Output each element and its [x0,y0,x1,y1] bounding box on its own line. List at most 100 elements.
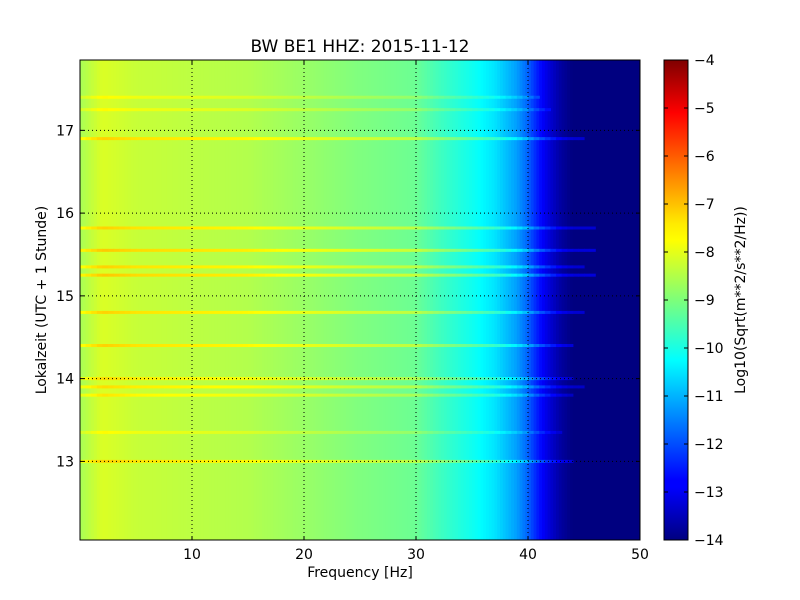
spectrogram-column [393,60,397,540]
spectrogram-band [326,310,333,314]
spectrogram-band [550,344,557,348]
spectrogram-column [340,60,344,540]
spectrogram-band [169,137,176,141]
spectrogram-band [522,226,529,230]
spectrogram-band [281,344,288,348]
spectrogram-band [455,377,462,381]
spectrogram-band [500,248,507,252]
spectrogram-band [315,273,322,277]
spectrogram-band [236,137,243,141]
spectrogram-band [158,393,165,397]
spectrogram-band [472,377,479,381]
spectrogram-band [242,95,249,99]
spectrogram-band [248,385,255,389]
spectrogram-band [85,265,92,269]
spectrogram-band [113,226,120,230]
spectrogram-band [528,108,535,112]
spectrogram-band [192,377,199,381]
spectrogram-band [292,393,299,397]
spectrogram-band [427,344,434,348]
spectrogram-band [130,95,137,99]
spectrogram-band [96,265,103,269]
spectrogram-band [399,137,406,141]
spectrogram-band [572,265,579,269]
spectrogram-band [416,310,423,314]
spectrogram-band [164,95,171,99]
spectrogram-band [175,459,182,463]
spectrogram-band [242,393,249,397]
spectrogram-band [309,385,316,389]
spectrogram-band [365,265,372,269]
spectrogram-band [108,95,115,99]
spectrogram-band [320,248,327,252]
spectrogram-band [192,344,199,348]
spectrogram-band [231,108,238,112]
spectrogram-band [292,226,299,230]
spectrogram-band [522,108,529,112]
spectrogram-band [544,377,551,381]
spectrogram-band [175,273,182,277]
spectrogram-band [444,108,451,112]
spectrogram-band [432,430,439,434]
spectrogram-band [276,248,283,252]
spectrogram-band [550,248,557,252]
spectrogram-band [500,95,507,99]
spectrogram-band [533,310,540,314]
spectrogram-band [248,393,255,397]
spectrogram-band [421,95,428,99]
spectrogram-band [371,95,378,99]
spectrogram-band [472,95,479,99]
spectrogram-band [539,393,546,397]
spectrogram-band [348,226,355,230]
colorbar-tick-label: −14 [694,533,724,549]
spectrogram-column [214,60,218,540]
spectrogram-band [416,459,423,463]
spectrogram-band [416,265,423,269]
spectrogram-band [264,226,271,230]
spectrogram-band [348,344,355,348]
spectrogram-band [393,265,400,269]
spectrogram-band [158,344,165,348]
spectrogram-band [136,248,143,252]
spectrogram-band [483,344,490,348]
spectrogram-band [449,265,456,269]
spectrogram-band [421,310,428,314]
spectrogram-column [122,60,126,540]
spectrogram-band [242,265,249,269]
spectrogram-band [466,95,473,99]
spectrogram-band [477,344,484,348]
spectrogram-column [410,60,414,540]
spectrogram-column [388,60,392,540]
spectrogram-band [332,108,339,112]
spectrogram-band [550,385,557,389]
spectrogram-column [292,60,297,540]
spectrogram-band [393,95,400,99]
spectrogram-band [432,265,439,269]
spectrogram-band [516,459,523,463]
spectrogram-band [444,226,451,230]
spectrogram-band [354,108,361,112]
spectrogram-band [270,393,277,397]
spectrogram-column [85,60,89,540]
spectrogram-column [80,60,84,540]
spectrogram-band [203,108,210,112]
spectrogram-band [432,226,439,230]
spectrogram-band [164,430,171,434]
spectrogram-band [427,108,434,112]
spectrogram-band [85,226,92,230]
spectrogram-band [393,273,400,277]
spectrogram-band [242,344,249,348]
spectrogram-column [231,60,235,540]
spectrogram-band [522,344,529,348]
spectrogram-band [220,344,227,348]
spectrogram-band [354,393,361,397]
spectrogram-band [522,459,529,463]
spectrogram-column [211,60,215,540]
spectrogram-band [276,310,283,314]
spectrogram-band [539,385,546,389]
spectrogram-band [147,344,154,348]
spectrogram-band [108,377,115,381]
spectrogram-column [276,60,280,540]
spectrogram-band [488,137,495,141]
spectrogram-band [399,273,406,277]
